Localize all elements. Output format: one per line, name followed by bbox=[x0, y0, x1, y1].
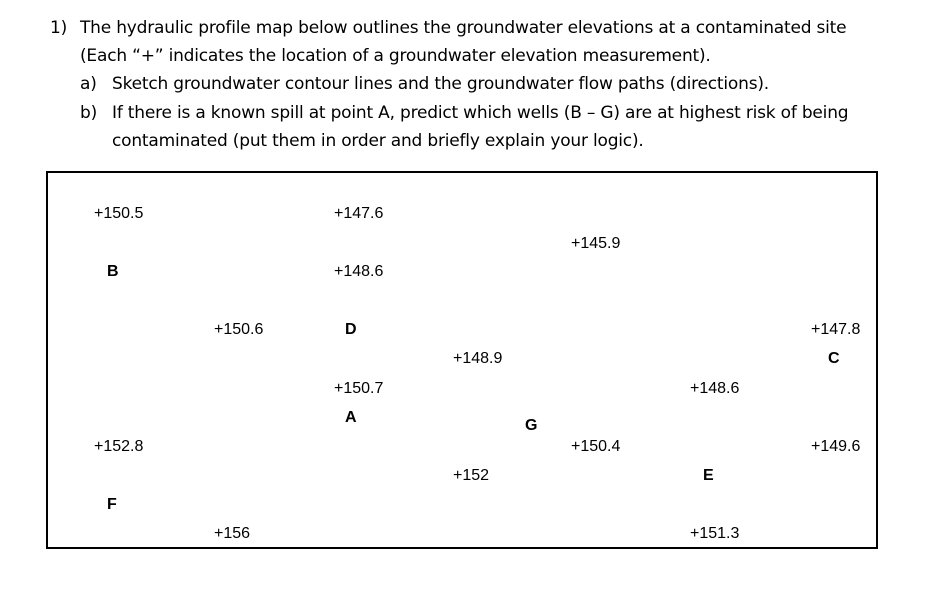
question-number: 1) bbox=[50, 18, 68, 38]
question-line-2: (Each “+” indicates the location of a gr… bbox=[80, 46, 711, 66]
elevation-label: +150.5 bbox=[94, 205, 144, 222]
elevation-label: +148.9 bbox=[453, 350, 503, 367]
elevation-label: +151.3 bbox=[690, 525, 740, 542]
elevation-label: +149.6 bbox=[811, 438, 861, 455]
well-g: G bbox=[525, 417, 538, 434]
part-b-label: b) bbox=[80, 103, 98, 123]
well-c: C bbox=[828, 350, 840, 367]
elevation-label: +150.6 bbox=[214, 321, 264, 338]
elevation-label: +156 bbox=[214, 525, 251, 542]
well-a: A bbox=[345, 409, 357, 426]
well-e: E bbox=[703, 467, 714, 484]
part-b-line-1: If there is a known spill at point A, pr… bbox=[112, 103, 849, 123]
well-b: B bbox=[107, 263, 119, 280]
part-a-label: a) bbox=[80, 74, 97, 94]
elevation-label: +152.8 bbox=[94, 438, 144, 455]
elevation-label: +147.6 bbox=[334, 205, 384, 222]
elevation-label: +152 bbox=[453, 467, 490, 484]
question-line-1: The hydraulic profile map below outlines… bbox=[80, 18, 847, 38]
part-a-text: Sketch groundwater contour lines and the… bbox=[112, 74, 769, 94]
elevation-label: +148.6 bbox=[690, 380, 740, 397]
elevation-label: +145.9 bbox=[571, 235, 621, 252]
part-b-line-2: contaminated (put them in order and brie… bbox=[112, 131, 644, 151]
elevation-label: +147.8 bbox=[811, 321, 861, 338]
well-f: F bbox=[107, 496, 117, 513]
hydraulic-profile-map bbox=[46, 171, 878, 549]
elevation-label: +150.7 bbox=[334, 380, 384, 397]
elevation-label: +150.4 bbox=[571, 438, 621, 455]
well-d: D bbox=[345, 321, 357, 338]
elevation-label: +148.6 bbox=[334, 263, 384, 280]
